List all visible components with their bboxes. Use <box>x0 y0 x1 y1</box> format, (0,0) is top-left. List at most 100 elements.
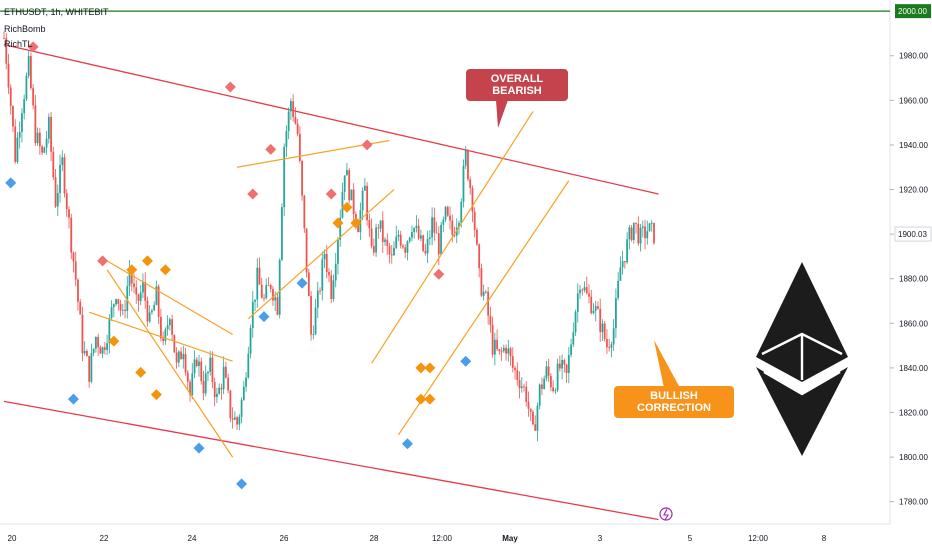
candle-body <box>390 254 393 256</box>
candle-body <box>628 227 631 240</box>
candle-body <box>424 250 427 254</box>
candle-body <box>61 157 64 165</box>
candle-body <box>171 319 174 335</box>
candle-body <box>534 424 537 431</box>
candle-body <box>597 306 599 309</box>
marker-mid-8 <box>126 264 138 276</box>
candle-body <box>281 207 283 260</box>
symbol-legend[interactable]: ETHUSDT, 1h, WHITEBIT <box>4 7 109 17</box>
candle-body <box>446 206 449 216</box>
candle-body <box>653 222 655 243</box>
y-tick-label-7: 1920.00 <box>899 186 928 195</box>
candle-body <box>458 222 460 228</box>
candle-body <box>74 261 77 280</box>
candle-body <box>267 285 270 286</box>
candle-body <box>366 185 369 221</box>
candle-body <box>25 75 28 100</box>
candle-body <box>227 377 230 391</box>
candle-body <box>381 220 384 242</box>
candle-body <box>592 310 595 314</box>
candle-body <box>538 384 541 406</box>
candle-body <box>229 390 232 419</box>
candle-body <box>274 297 277 301</box>
candle-body <box>211 357 214 382</box>
candle-body <box>543 378 546 389</box>
candle-body <box>258 267 261 285</box>
candle-body <box>375 227 377 253</box>
indicator-legend-richbomb[interactable]: RichBomb <box>4 24 46 34</box>
price-badge-label: 1900.03 <box>898 230 927 239</box>
candle-body <box>65 193 68 210</box>
candle-body <box>384 239 386 242</box>
candle-body <box>583 287 586 291</box>
candle-body <box>359 210 362 233</box>
candle-body <box>511 356 514 368</box>
candle-body <box>514 367 516 371</box>
candle-body <box>236 417 239 425</box>
candle-body <box>12 106 14 127</box>
candle-body <box>86 350 88 357</box>
y-tick-label-5: 1880.00 <box>899 275 928 284</box>
candle-body <box>650 222 653 224</box>
candle-body <box>626 239 629 263</box>
candle-body <box>549 375 552 388</box>
candle-body <box>81 314 84 354</box>
candle-body <box>435 232 438 234</box>
marker-mid-12 <box>135 366 147 378</box>
candle-body <box>130 270 133 284</box>
candle-body <box>193 359 196 374</box>
candle-body <box>119 303 122 311</box>
candle-body <box>576 293 579 312</box>
trend-line-4 <box>247 189 395 320</box>
candle-body <box>3 37 5 39</box>
candle-body <box>222 366 225 390</box>
candle-body <box>146 300 149 322</box>
candle-body <box>184 353 187 373</box>
candle-body <box>509 348 512 357</box>
x-tick-label-8: 5 <box>688 534 693 543</box>
candle-body <box>516 370 519 380</box>
candle-body <box>648 223 651 232</box>
candle-body <box>476 229 478 245</box>
candle-body <box>289 101 292 112</box>
marker-top-4 <box>247 188 259 200</box>
level-badge-label: 2000.00 <box>898 7 927 16</box>
trend-line-2 <box>106 260 233 335</box>
candle-body <box>386 239 389 246</box>
candle-body <box>233 417 236 420</box>
candle-body <box>191 373 194 395</box>
candle-body <box>614 298 617 329</box>
candle-body <box>505 347 507 354</box>
candle-body <box>556 363 559 391</box>
candle-body <box>646 231 649 239</box>
candle-body <box>287 111 290 131</box>
candle-body <box>90 353 93 382</box>
marker-top-1 <box>97 255 109 267</box>
candle-body <box>419 235 422 239</box>
candle-body <box>175 352 178 363</box>
candle-body <box>415 225 418 228</box>
candle-body <box>377 227 380 229</box>
y-tick-label-0: 1780.00 <box>899 498 928 507</box>
x-tick-label-7: 3 <box>598 534 603 543</box>
candle-body <box>38 132 41 147</box>
candle-body <box>332 280 335 299</box>
candle-body <box>218 387 221 394</box>
candle-body <box>260 284 263 298</box>
candle-body <box>411 232 413 238</box>
candle-body <box>204 373 207 394</box>
candle-body <box>599 308 602 333</box>
candle-body <box>491 324 494 355</box>
candle-body <box>94 336 97 349</box>
candle-body <box>525 386 528 402</box>
indicator-legend-richtl[interactable]: RichTL <box>4 39 33 49</box>
candle-body <box>440 224 442 255</box>
marker-bottom-27 <box>401 438 413 450</box>
candle-body <box>41 146 44 153</box>
candle-body <box>168 319 171 326</box>
candle-body <box>395 236 398 248</box>
x-tick-label-2: 24 <box>188 534 197 543</box>
candle-body <box>337 239 339 264</box>
candle-body <box>606 339 608 348</box>
